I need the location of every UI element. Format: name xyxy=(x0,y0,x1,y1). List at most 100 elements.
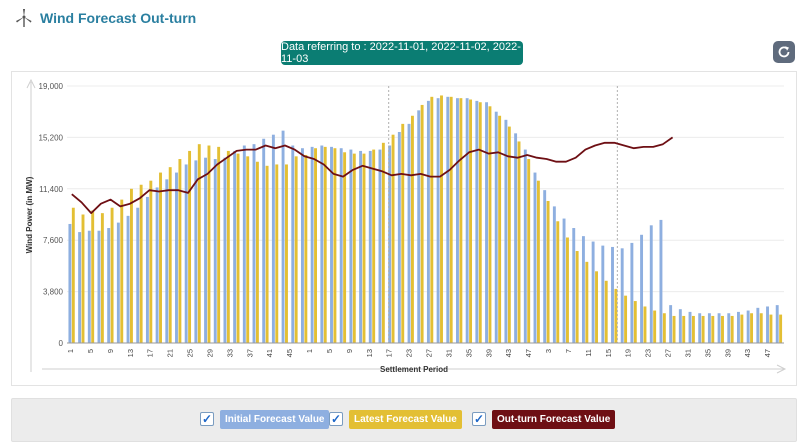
x-tick-label: 45 xyxy=(285,349,294,357)
x-tick-label: 25 xyxy=(186,349,195,357)
bar-initial xyxy=(107,228,111,343)
bar-latest xyxy=(236,153,240,343)
x-tick-label: 35 xyxy=(703,349,712,357)
bar-latest xyxy=(120,199,124,343)
bar-initial xyxy=(145,196,149,343)
bar-initial xyxy=(116,222,120,343)
bar-initial xyxy=(233,150,237,343)
bar-initial xyxy=(611,246,614,343)
bar-latest xyxy=(556,221,560,343)
bar-initial xyxy=(523,149,527,343)
bar-latest xyxy=(333,148,337,343)
bar-latest xyxy=(188,150,192,343)
bar-latest xyxy=(779,314,783,343)
bar-latest xyxy=(682,315,686,343)
legend-item-initial[interactable]: ✓ Initial Forecast Value xyxy=(200,409,330,429)
bar-latest xyxy=(750,313,754,343)
checkbox-initial-icon[interactable]: ✓ xyxy=(200,412,214,426)
bar-initial xyxy=(359,150,363,343)
x-tick-label: 23 xyxy=(405,349,414,357)
bar-initial xyxy=(543,190,547,343)
bar-initial xyxy=(727,313,731,343)
bar-initial xyxy=(262,138,266,343)
bar-latest xyxy=(459,98,463,344)
x-tick-label: 31 xyxy=(683,349,692,357)
bar-initial xyxy=(426,100,430,343)
bar-latest xyxy=(246,156,250,343)
bar-latest xyxy=(110,207,114,343)
x-tick-label: 9 xyxy=(345,349,354,353)
bar-initial xyxy=(436,98,440,344)
x-tick-label: 47 xyxy=(524,349,533,357)
x-tick-label: 3 xyxy=(544,349,553,353)
x-tick-label: 39 xyxy=(723,349,732,357)
bar-latest xyxy=(662,313,666,343)
bar-initial xyxy=(78,232,82,343)
checkbox-outturn-icon[interactable]: ✓ xyxy=(472,412,486,426)
bar-latest xyxy=(624,295,628,343)
bar-latest xyxy=(430,96,434,344)
bar-initial xyxy=(707,313,711,343)
checkbox-latest-icon[interactable]: ✓ xyxy=(329,412,343,426)
x-tick-label: 31 xyxy=(444,349,453,357)
x-tick-label: 39 xyxy=(484,349,493,357)
bar-initial xyxy=(756,307,760,343)
bar-initial xyxy=(194,160,198,343)
bar-latest xyxy=(255,161,259,343)
date-range-text: Data referring to : 2022-11-01, 2022-11-… xyxy=(281,41,521,65)
bar-latest xyxy=(469,99,473,344)
bar-latest xyxy=(546,200,550,343)
bar-latest xyxy=(178,159,182,343)
bar-initial xyxy=(281,130,285,343)
bar-latest xyxy=(217,146,221,343)
bar-latest xyxy=(81,214,85,343)
bar-latest xyxy=(362,153,366,343)
x-tick-label: 43 xyxy=(504,349,513,357)
refresh-button[interactable] xyxy=(773,41,795,63)
bar-initial xyxy=(378,149,382,343)
bar-latest xyxy=(527,159,531,343)
bar-initial xyxy=(533,172,537,343)
x-tick-label: 5 xyxy=(86,349,95,353)
y-tick-label: 7,600 xyxy=(43,236,64,245)
legend-label-latest: Latest Forecast Value xyxy=(349,409,462,429)
date-range-badge: Data referring to : 2022-11-01, 2022-11-… xyxy=(281,41,523,65)
legend-item-latest[interactable]: ✓ Latest Forecast Value xyxy=(329,409,462,429)
bar-initial xyxy=(252,144,256,343)
bar-latest xyxy=(614,288,618,343)
bar-initial xyxy=(68,223,72,343)
bar-latest xyxy=(585,261,589,343)
bar-initial xyxy=(465,98,469,344)
bar-initial xyxy=(126,215,130,343)
bar-latest xyxy=(275,164,279,343)
bar-latest xyxy=(129,188,133,343)
bar-initial xyxy=(601,245,605,343)
bar-initial xyxy=(737,311,740,343)
bar-latest xyxy=(159,172,162,343)
legend-item-outturn[interactable]: ✓ Out-turn Forecast Value xyxy=(472,409,616,429)
bar-initial xyxy=(184,164,188,343)
bar-initial xyxy=(514,133,518,343)
bar-latest xyxy=(139,184,143,343)
bar-latest xyxy=(343,152,347,343)
bar-latest xyxy=(391,134,395,343)
bar-initial xyxy=(300,148,304,343)
x-tick-label: 33 xyxy=(225,349,234,357)
bar-initial xyxy=(310,146,314,343)
bar-latest xyxy=(740,314,744,343)
bar-initial xyxy=(407,123,411,343)
bar-latest xyxy=(304,154,308,343)
bar-latest xyxy=(294,156,298,343)
bar-latest xyxy=(701,315,705,343)
bar-initial xyxy=(659,219,663,343)
bar-latest xyxy=(91,210,95,343)
bar-latest xyxy=(168,167,172,343)
bar-latest xyxy=(440,95,443,344)
bar-initial xyxy=(320,145,324,343)
legend: ✓ Initial Forecast Value ✓ Latest Foreca… xyxy=(11,398,797,442)
bar-initial xyxy=(717,313,721,343)
x-tick-label: 5 xyxy=(325,349,334,353)
x-tick-label: 47 xyxy=(763,349,772,357)
x-tick-label: 19 xyxy=(624,349,633,357)
x-axis-arrowhead xyxy=(776,364,787,374)
